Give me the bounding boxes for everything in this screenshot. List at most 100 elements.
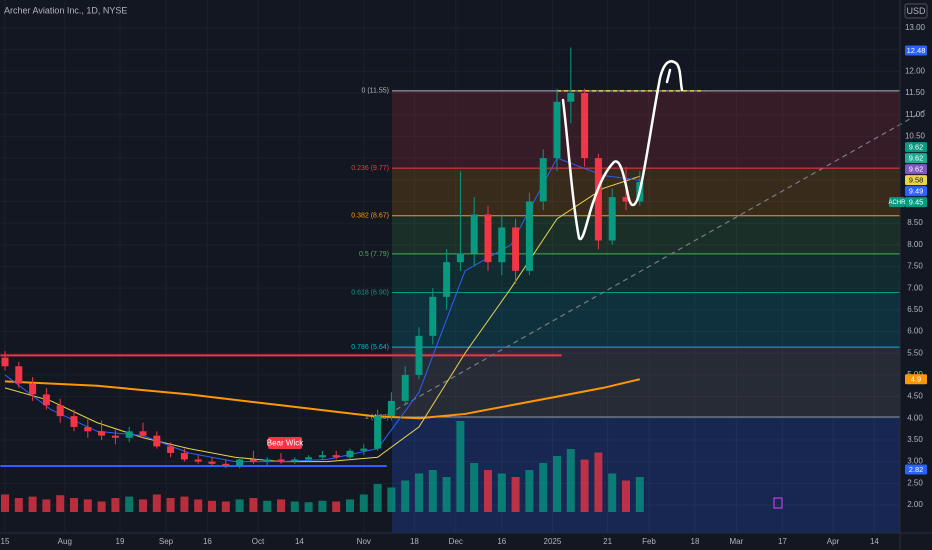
price-badge-label: 9.62 [909,143,924,152]
volume-bar [346,499,354,512]
candle-body [194,459,202,462]
candle-body [42,394,50,406]
volume-bar [622,480,630,512]
x-tick-label: 16 [497,537,506,546]
y-tick-label: 10.50 [905,132,926,141]
x-tick-label: 16 [203,537,212,546]
volume-bar [415,473,423,512]
volume-bar [28,496,37,512]
candle-body [456,253,464,263]
candle-body [443,262,451,297]
candle-body [167,446,175,453]
x-tick-label: 18 [691,537,700,546]
fib-zone [392,292,900,348]
x-tick-label: 18 [410,537,419,546]
x-tick-label: 14 [870,537,879,546]
volume-bar [56,495,65,512]
fib-zone [392,215,900,254]
candle-body [484,214,492,263]
y-tick-label: 4.50 [907,392,923,401]
candle-body [608,197,616,241]
symbol-label: ACHR [888,200,906,206]
candle-body [539,158,547,202]
candle-body [332,455,340,458]
volume-bar [221,501,230,512]
volume-bar [539,463,548,512]
price-badge [905,175,927,186]
candle-body [208,461,216,464]
candle-body [581,93,589,159]
candle-body [249,459,257,462]
volume-bar [235,499,244,512]
moving-average [4,175,640,463]
candle-body [374,416,382,449]
x-tick-label: Oct [252,537,265,546]
candles [1,47,644,469]
volume-bar [318,500,327,512]
volume-bar [387,487,396,512]
fib-label: 0.786 (5.64) [351,344,389,351]
x-tick-label: Sep [159,537,174,546]
candle-body [429,296,437,336]
volume-bar [373,484,382,512]
y-tick-label: 7.50 [907,262,923,271]
x-tick-label: Nov [357,537,371,546]
x-tick-label: Aug [58,537,72,546]
y-tick-label: 4.00 [907,413,923,422]
price-badge [905,45,927,56]
candle-body [470,214,478,254]
candle-body [139,431,147,436]
volume-bar [332,501,341,512]
y-tick-label: 13.00 [905,23,926,32]
y-tick-label: 6.50 [907,305,923,314]
price-badge-label: 9.45 [909,198,924,207]
candle-body [360,448,368,451]
annotation-box [268,437,302,449]
moving-average [4,378,641,420]
x-tick-label: Dec [449,537,463,546]
volume-bar [152,494,161,512]
candle-body [180,452,188,460]
candle-body [111,435,119,438]
volume-bar [83,499,92,512]
y-tick-label: 8.00 [907,240,923,249]
volume-bar [249,498,258,512]
volume-bar [208,500,216,512]
volume-bar [401,480,410,512]
x-tick-label: 15 [1,537,10,546]
volume-bar [42,499,51,512]
y-tick-label: 6.00 [907,327,923,336]
candle-body [98,431,106,436]
price-badge [905,153,927,164]
volume-bar [525,470,534,512]
volume-bar [442,477,451,512]
candle-body [153,435,161,447]
volume-bar [1,494,9,512]
currency: USD [906,6,926,16]
event-marker [773,497,783,509]
y-tick-label: 2.50 [907,478,923,487]
price-badge-label: 9.49 [909,187,924,196]
volume-bar [566,449,575,512]
fib-label: 0.382 (8.67) [351,213,389,220]
x-tick-label: 14 [295,537,304,546]
fib-label: 0.5 (7.79) [359,251,389,258]
price-badge-label: 9.58 [909,176,924,185]
candle-body [594,158,602,241]
candle-body [56,405,64,417]
y-tick-label: 3.50 [907,435,923,444]
volume [1,421,644,512]
currency-box [904,3,928,19]
price-badge-label: 9.62 [909,154,924,163]
volume-bar [484,470,492,512]
candle-body [291,459,299,462]
y-tick-label: 5.50 [907,348,923,357]
fib-label: 0.236 (9.77) [351,165,389,172]
hand-drawing [561,60,684,241]
y-tick-label: 7.00 [907,283,923,292]
x-tick-label: 21 [603,537,612,546]
fib-zone [392,347,900,417]
price-badge-label: 2.82 [909,465,924,474]
